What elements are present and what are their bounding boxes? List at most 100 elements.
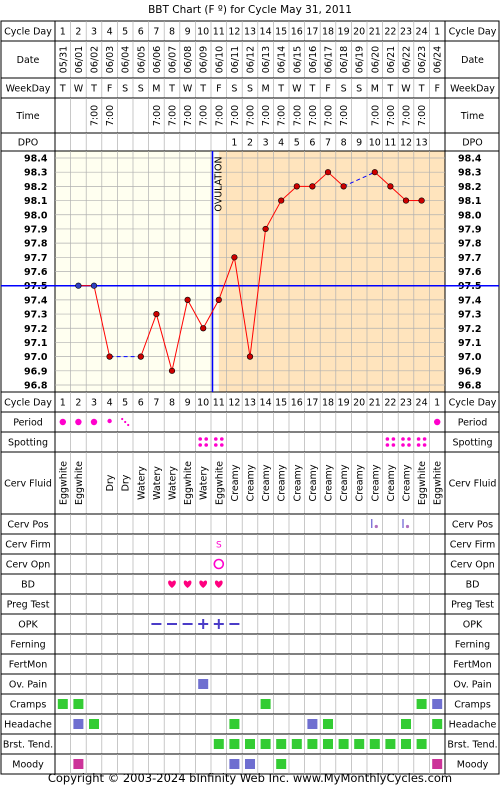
symptom-box-blue [432,699,443,709]
date-cell: 06/09 [199,46,210,73]
temp-point [90,282,98,289]
cycle-day-cell: 2 [75,398,81,409]
date-cell: 06/12 [246,46,257,73]
date-cell: 06/24 [433,46,444,73]
temp-point [200,325,207,332]
cerv-fluid-cell: Creamy [402,464,413,501]
temp-point [418,197,425,204]
cycle_day-cell: 13 [244,27,256,38]
temp-point [184,296,191,303]
temp-line [390,186,407,201]
date-cell: 06/15 [292,46,303,73]
row-label-right-cerv-opn: Cerv Opn [450,560,495,571]
symptom-box-green [229,739,240,749]
date-cell: 06/20 [370,46,381,73]
temp-point [324,169,332,176]
cycle-day-cell: 13 [244,398,256,409]
period-dot [434,418,441,426]
y-tick-left: 97.7 [24,253,47,264]
row-label-right-opk: OPK [463,620,483,631]
row-label-right-period: Period [458,418,488,429]
time-cell: 7:00 [90,105,101,126]
y-tick-left: 97.9 [24,224,47,235]
row-label-left-cycle-day: Cycle Day [4,398,52,409]
bd-heart-icon [199,580,208,588]
symptom-box-blue [73,719,84,729]
temp-gap-line [343,171,376,187]
weekday-cell: S [356,84,362,95]
cycle-day-cell: 9 [185,398,191,409]
time-cell: 7:00 [277,105,288,126]
symptom-box-green [432,719,443,729]
cerv-fluid-cell: Creamy [292,464,303,501]
cycle_day-cell: 18 [322,27,334,38]
symptom-box-green [323,719,333,729]
cycle_day-cell: 9 [185,27,191,38]
symptom-box-green [401,719,411,729]
weekday-cell: S [138,84,144,95]
time-cell: 7:00 [105,105,116,126]
temp-point [168,367,176,374]
row-label-left-cramps: Cramps [10,700,47,711]
row-label-right-time: Time [460,111,484,122]
y-tick-right: 97.4 [458,295,482,306]
chart-title: BBT Chart (F º) for Cycle May 31, 2011 [148,4,352,16]
row-label-left-cerv-firm: Cerv Firm [5,540,50,551]
date-cell: 06/03 [105,46,116,73]
y-tick-left: 98.3 [24,168,47,179]
cycle-day-cell: 6 [138,398,144,409]
dpo-cell: 8 [341,138,347,149]
dpo-cell: 3 [263,138,269,149]
period-dot [75,418,82,426]
symptom-box-green [57,699,68,709]
cycle-day-cell: 17 [306,398,318,409]
row-label-right-headache: Headache [449,720,497,731]
dpo-cell: 9 [356,138,362,149]
symptom-box-green [89,719,99,729]
date-cell: 06/18 [339,46,350,73]
row-label-right-cycle_day: Cycle Day [449,27,497,38]
cycle-day-cell: 7 [153,398,159,409]
weekday-cell: W [292,84,302,95]
cycle_day-cell: 15 [275,27,287,38]
symptom-box-green [338,739,349,749]
cycle_day-cell: 7 [153,27,159,38]
row-label-left-date: Date [17,55,40,66]
spotting-dot [422,443,427,447]
date-cell: 06/10 [214,46,225,73]
temp-line [202,299,220,329]
symptom-box-green [401,739,411,749]
row-label-right-ov-pain: Ov. Pain [453,680,491,691]
temp-point [106,353,113,360]
y-tick-left: 97.1 [24,338,47,349]
y-tick-right: 97.6 [458,267,482,278]
cycle_day-cell: 3 [91,27,97,38]
cerv-fluid-cell: Dry [105,474,116,491]
row-label-left-bd: BD [21,580,35,591]
date-cell: 06/14 [277,46,288,73]
dpo-cell: 5 [294,138,300,149]
cerv-fluid-cell: Dry [121,474,132,491]
temp-line [280,186,298,201]
cerv-fluid-cell: Creamy [230,464,241,501]
period-dot [107,418,112,424]
period-dot [90,418,98,426]
temp-line [155,313,173,371]
row-label-right-cerv-fluid: Cerv Fluid [449,479,497,490]
weekday-cell: M [261,84,269,95]
cycle_day-cell: 5 [122,27,128,38]
cerv-fluid-cell: Eggwhite [74,461,85,505]
row-label-left-time: Time [15,111,39,122]
row-label-left-ov-pain: Ov. Pain [9,680,47,691]
date-cell: 06/23 [417,46,428,73]
copyright-footer: Copyright © 2003-2024 bInfinity Web Inc.… [48,771,452,785]
weekday-cell: S [341,84,347,95]
bd-heart-icon [183,580,192,588]
cerv-fluid-cell: Watery [152,466,163,500]
dpo-cell: 12 [400,138,412,149]
date-cell: 06/16 [308,46,319,73]
row-label-left-headache: Headache [4,720,52,731]
row-label-left-cerv-opn: Cerv Opn [6,560,51,571]
weekday-cell: T [168,84,175,95]
